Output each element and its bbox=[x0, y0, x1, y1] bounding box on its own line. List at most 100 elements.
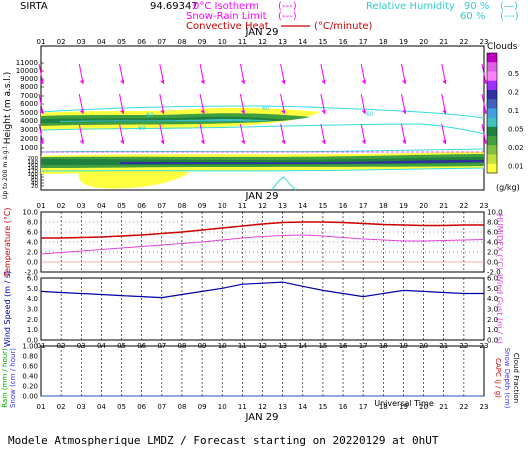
wind-arrowhead bbox=[120, 80, 125, 84]
wind-arrows bbox=[38, 63, 487, 145]
wind-arrowhead bbox=[361, 80, 366, 84]
height-y-ticks: 1100010000900080007000600050004000300020… bbox=[16, 59, 44, 190]
hour-label: 21 bbox=[439, 403, 448, 411]
legend-snow-rain-sample: (---) bbox=[278, 11, 297, 22]
series-layer bbox=[40, 221, 485, 397]
temperature-tick-label: 4.0 bbox=[27, 239, 38, 247]
height-tick-label: 4000 bbox=[20, 117, 38, 125]
wind-arrowhead bbox=[321, 80, 326, 84]
wind-arrowhead bbox=[401, 80, 406, 84]
height-tick-label: 1000 bbox=[20, 144, 38, 152]
capc-ylabel: CAPC (J / g) bbox=[494, 358, 502, 398]
gust-tick-label: 0.0 bbox=[487, 337, 498, 345]
rh-90: 90 % bbox=[464, 1, 489, 12]
hour-label-top: 23 bbox=[480, 38, 489, 46]
wind-arrowhead bbox=[361, 110, 366, 114]
temperature-tick-label: 6.0 bbox=[27, 229, 38, 237]
hour-label: 01 bbox=[37, 342, 46, 350]
cloud-scale-swatch bbox=[487, 89, 497, 100]
height-ylabel: Height (m a.s.l.) bbox=[3, 72, 13, 145]
wind-gust-ylabel: Wind Gust (m / s) bbox=[495, 274, 504, 344]
temperature-tick-label: 2.0 bbox=[27, 249, 38, 257]
hour-label: 10 bbox=[218, 403, 227, 411]
gust-tick-label: 6.0 bbox=[487, 275, 498, 283]
height-tick-label: 7000 bbox=[20, 92, 38, 100]
wind-tick-label: 3.0 bbox=[27, 306, 38, 314]
hour-label-top: 16 bbox=[339, 38, 348, 46]
hour-label: 23 bbox=[480, 403, 489, 411]
hour-label: 11 bbox=[238, 403, 247, 411]
wind-arrowhead bbox=[482, 80, 487, 84]
cloud-scale-label: 0.05 bbox=[508, 126, 524, 134]
rain-ylabel: Rain (mm / hour) bbox=[1, 348, 9, 408]
rain-tick-label: 0.40 bbox=[22, 373, 38, 381]
rain-tick-label: 0.00 bbox=[22, 393, 38, 401]
rain-panel: JAN 29 Rain (mm / hour) Snow (cm / hour)… bbox=[1, 345, 520, 423]
cloud-scale-swatch bbox=[487, 71, 497, 82]
hour-label: 03 bbox=[77, 202, 86, 210]
hour-label: 11 bbox=[238, 202, 247, 210]
hour-label-top: 17 bbox=[359, 38, 368, 46]
wind-tick-label: 1.0 bbox=[27, 326, 38, 334]
wind-arrowhead bbox=[160, 110, 165, 114]
wind-tick-label: 2.0 bbox=[27, 316, 38, 324]
hour-label: 20 bbox=[419, 403, 428, 411]
hour-label: 03 bbox=[77, 403, 86, 411]
humidex-tick-label: 0.0 bbox=[487, 259, 498, 267]
wind-arrowhead bbox=[200, 80, 205, 84]
cloud-scale-label: 0.1 bbox=[508, 107, 519, 115]
legend-isotherm: 0°C Isotherm bbox=[193, 1, 259, 12]
legend-convective: Convective Heat bbox=[186, 21, 269, 32]
hour-label: 07 bbox=[157, 202, 166, 210]
hour-label: 09 bbox=[198, 403, 207, 411]
humidex-tick-label: 8.0 bbox=[487, 219, 498, 227]
wind-arrowhead bbox=[321, 140, 326, 144]
height-tick-label: 5000 bbox=[20, 109, 38, 117]
cloud-scale-label: 0.2 bbox=[508, 89, 519, 97]
wind-arrowhead bbox=[482, 110, 487, 114]
cloud-scale-swatch bbox=[487, 126, 497, 137]
hour-label-top: 21 bbox=[439, 38, 448, 46]
hour-label-top: 05 bbox=[117, 38, 126, 46]
height-tick-label: 9000 bbox=[20, 75, 38, 83]
cloud-scale-swatch bbox=[487, 136, 497, 146]
top-hour-labels: 01 02 03 04 05 06 07 08 09 10 11 12 13 14 15 16 17 18 19 20… bbox=[37, 38, 489, 46]
snow-ylabel: Snow (cm / hour) bbox=[9, 348, 17, 408]
hour-label-top: 02 bbox=[57, 38, 66, 46]
height-tick-label: 120 bbox=[28, 169, 39, 175]
gust-tick-label: 4.0 bbox=[487, 295, 498, 303]
hour-label-top: 20 bbox=[419, 38, 428, 46]
height-tick-label: 180 bbox=[28, 160, 39, 166]
wind-arrowhead bbox=[120, 140, 125, 144]
humidex-tick-label: -2.0 bbox=[487, 269, 501, 277]
wind-arrowhead bbox=[120, 110, 125, 114]
height-panel: JAN 29 01 02 03 04 05 06 07 08 09 10 11 12 13 14 15 16 1… bbox=[2, 27, 524, 199]
rh-contour-low-1 bbox=[40, 148, 485, 153]
wind-arrowhead bbox=[401, 140, 406, 144]
height-tick-label: 80 bbox=[31, 175, 38, 181]
height-tick-label: 20 bbox=[31, 184, 38, 190]
wind-tick-label: 4.0 bbox=[27, 295, 38, 303]
hour-label: 07 bbox=[157, 403, 166, 411]
legend-isotherm-sample: (---) bbox=[278, 1, 297, 12]
rh-contour-label-4: 60 bbox=[138, 125, 146, 132]
temperature-tick-label: -2.0 bbox=[24, 269, 38, 277]
cloud-band-low-bottom bbox=[78, 170, 190, 189]
legend-snow-rain: Snow-Rain Limit bbox=[186, 11, 267, 22]
height-tick-label: 3000 bbox=[20, 126, 38, 134]
hour-label: 17 bbox=[359, 202, 368, 210]
rh-contour-label-3: 60 bbox=[366, 111, 374, 118]
station-id: 94.69347 bbox=[150, 1, 198, 12]
rain-tick-label: 0.20 bbox=[22, 383, 38, 391]
hour-label: 02 bbox=[57, 202, 66, 210]
wind-arrowhead bbox=[321, 110, 326, 114]
clouds-title: Clouds bbox=[487, 42, 518, 52]
hour-label: 14 bbox=[298, 202, 307, 210]
height-tick-label: 11000 bbox=[16, 59, 38, 67]
wind-panel: Wind Speed (m / s) Wind Gust (m / s) bbox=[3, 271, 504, 347]
wind-arrowhead bbox=[79, 110, 84, 114]
hour-label: 21 bbox=[439, 202, 448, 210]
temperature-tick-label: 8.0 bbox=[27, 219, 38, 227]
cloud-scale-label: 0.01 bbox=[508, 163, 524, 171]
